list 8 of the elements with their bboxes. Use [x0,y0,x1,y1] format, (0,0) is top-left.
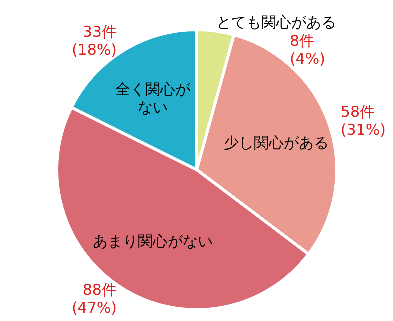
slice-label: 全く関心がない [115,80,192,117]
slice-label: あまり関心がない [92,232,213,250]
data-label: 33件 (18%) [72,22,117,59]
data-label: 88件 (47%) [72,281,117,318]
slice-label: 少し関心がある [224,134,330,152]
data-label: 58件 (31%) [340,103,386,140]
data-label: 8件 (4%) [290,32,326,68]
slice-label: とても関心がある [216,13,336,32]
